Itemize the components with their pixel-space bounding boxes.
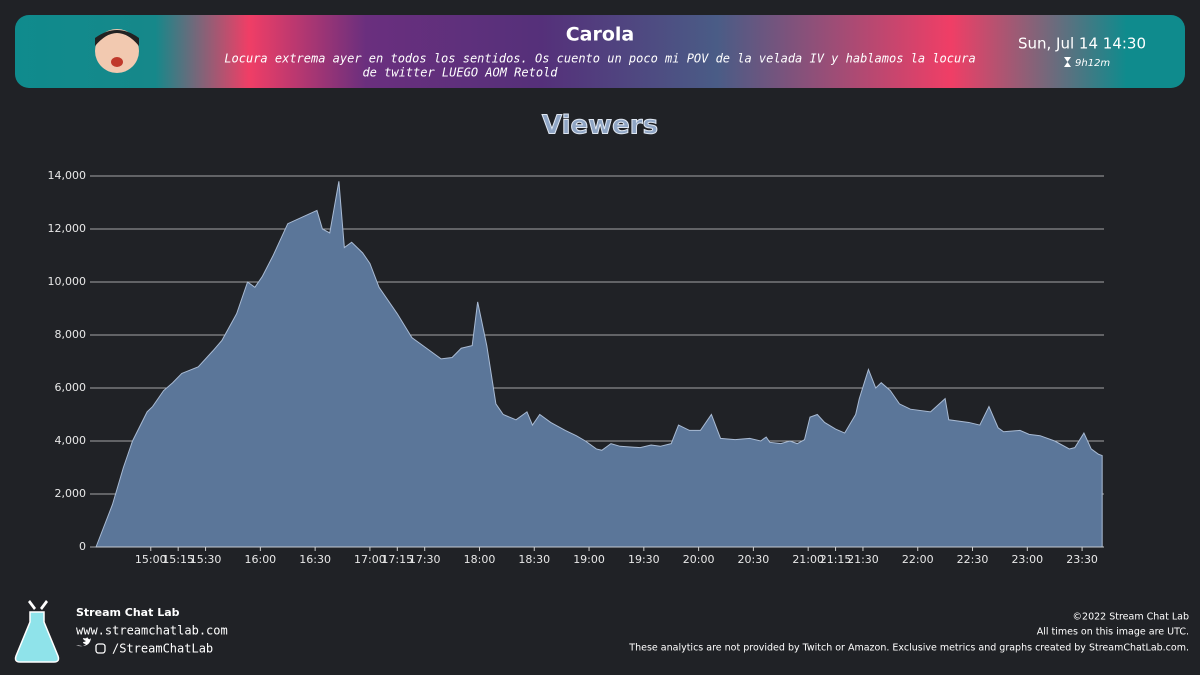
- social-handle: /StreamChatLab: [112, 642, 213, 656]
- x-tick-label: 20:30: [738, 553, 770, 566]
- x-tick-label: 21:30: [847, 553, 879, 566]
- chart-title: Viewers: [542, 111, 658, 141]
- avatar-hair: [95, 30, 139, 46]
- y-tick-label: 8,000: [55, 328, 87, 341]
- y-tick-label: 12,000: [48, 222, 87, 235]
- streamer-name: Carola: [566, 24, 635, 46]
- subtitle-line: de twitter LUEGO AOM Retold: [362, 66, 558, 80]
- y-tick-label: 4,000: [55, 434, 87, 447]
- y-tick-label: 10,000: [48, 275, 87, 288]
- x-tick-label: 18:00: [464, 553, 496, 566]
- x-tick-label: 17:30: [409, 553, 441, 566]
- viewers-area: [95, 181, 1103, 548]
- plot: 0 2,000 4,000 6,000 8,000 10,000 12,000 14,000 1…: [48, 169, 1104, 566]
- x-tick-label: 18:30: [518, 553, 550, 566]
- brand-url: www.streamchatlab.com: [76, 624, 228, 638]
- avatar: [95, 29, 139, 73]
- avatar-mouth: [111, 57, 123, 67]
- x-tick-label: 17:00: [354, 553, 386, 566]
- x-tick-label: 22:00: [902, 553, 934, 566]
- x-tick-label: 19:00: [573, 553, 605, 566]
- x-tick-label: 17:15: [381, 553, 413, 566]
- y-tick-label: 2,000: [55, 487, 87, 500]
- x-tick-label: 23:00: [1011, 553, 1043, 566]
- x-tick-label: 23:30: [1066, 553, 1098, 566]
- twitter-icon: [76, 637, 91, 647]
- brand-name: Stream Chat Lab: [76, 606, 180, 619]
- y-tick-label: 0: [79, 540, 86, 553]
- copyright: ©2022 Stream Chat Lab: [1073, 612, 1189, 623]
- header-band: [15, 15, 1185, 88]
- stream-date: Sun, Jul 14 14:30: [1018, 35, 1146, 53]
- subtitle-line: Locura extrema ayer en todos los sentido…: [224, 52, 975, 66]
- x-tick-label: 20:00: [683, 553, 715, 566]
- logo-sparks: [28, 600, 48, 610]
- x-tick-label: 16:30: [299, 553, 331, 566]
- logo-flask: [14, 611, 60, 663]
- x-tick-label: 16:00: [244, 553, 276, 566]
- x-tick-label: 15:15: [162, 553, 194, 566]
- x-tick-label: 19:30: [628, 553, 660, 566]
- x-tick-label: 15:00: [135, 553, 167, 566]
- x-tick-label: 21:15: [820, 553, 852, 566]
- disclaimer: These analytics are not provided by Twit…: [628, 643, 1189, 654]
- stream-duration: 9h12m: [1075, 58, 1110, 69]
- utc-note: All times on this image are UTC.: [1037, 627, 1189, 638]
- hourglass-icon: [1064, 57, 1071, 67]
- x-tick-label: 22:30: [957, 553, 989, 566]
- y-tick-label: 6,000: [55, 381, 87, 394]
- y-tick-label: 14,000: [48, 169, 87, 182]
- instagram-icon: [95, 643, 106, 654]
- x-tick-label: 15:30: [190, 553, 222, 566]
- x-tick-label: 21:00: [792, 553, 824, 566]
